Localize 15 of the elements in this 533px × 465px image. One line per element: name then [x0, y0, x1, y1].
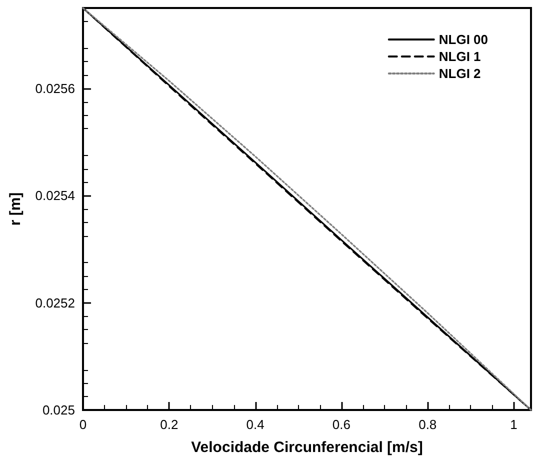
y-tick-label: 0.0252	[35, 295, 75, 310]
legend-label: NLGI 00	[438, 32, 488, 47]
y-tick-label: 0.0254	[35, 188, 75, 204]
x-tick-label: 0	[79, 417, 87, 432]
y-tick-label: 0.0256	[35, 80, 75, 96]
x-tick-label: 1	[510, 417, 518, 432]
x-tick-label: 0.4	[246, 417, 264, 432]
legend-label: NLGI 2	[438, 66, 481, 81]
y-tick-label: 0.025	[42, 402, 75, 418]
x-tick-label: 0.8	[418, 417, 437, 432]
legend-label: NLGI 1	[438, 49, 481, 64]
x-axis-title: Velocidade Circunferencial [m/s]	[191, 439, 423, 456]
y-axis-title: r [m]	[7, 192, 24, 226]
x-tick-label: 0.2	[160, 417, 178, 432]
x-tick-label: 0.6	[332, 417, 350, 432]
